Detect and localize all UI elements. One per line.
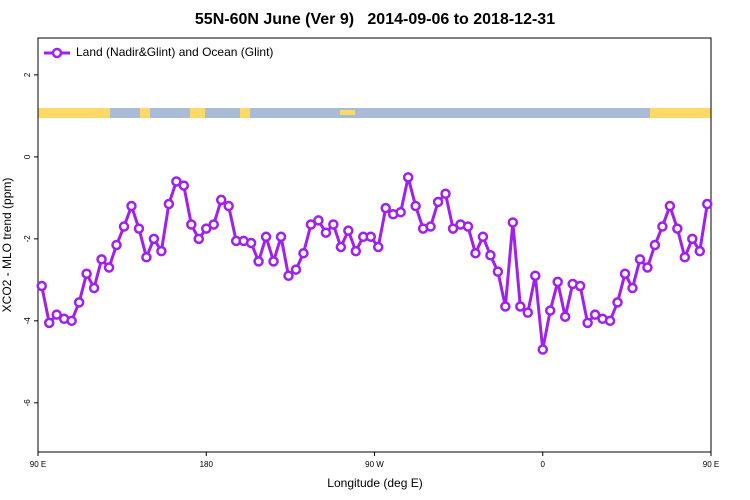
data-point	[320, 227, 332, 238]
data-point	[604, 315, 616, 327]
data-point	[619, 268, 631, 279]
data-point	[649, 239, 661, 251]
data-point	[290, 264, 302, 275]
data-point	[634, 254, 646, 265]
data-point	[313, 215, 324, 226]
data-point	[432, 196, 444, 208]
data-point	[223, 200, 234, 212]
data-point	[425, 221, 436, 232]
data-point	[485, 249, 496, 261]
data-point	[477, 231, 489, 243]
data-point	[163, 198, 175, 210]
data-point	[372, 241, 384, 253]
x-tick-label: 90 W	[365, 460, 384, 469]
data-point	[522, 307, 534, 318]
data-point	[96, 254, 107, 265]
data-point	[103, 262, 115, 273]
data-point	[111, 239, 122, 251]
data-point	[171, 176, 182, 187]
data-point	[664, 200, 676, 212]
data-point	[380, 202, 391, 214]
data-point	[589, 309, 601, 320]
data-point	[574, 280, 586, 292]
data-point	[582, 317, 593, 329]
data-point	[612, 297, 623, 308]
data-point	[694, 245, 706, 257]
data-point	[201, 223, 212, 234]
data-point	[253, 256, 264, 267]
data-point	[343, 225, 354, 236]
data-point	[298, 247, 309, 259]
data-point	[208, 219, 219, 230]
data-point	[470, 247, 481, 259]
y-tick-label: -6	[23, 399, 32, 407]
data-point	[365, 231, 377, 243]
data-point	[402, 172, 414, 183]
data-point	[672, 223, 683, 234]
data-point	[642, 262, 653, 273]
y-tick-label: -2	[23, 235, 32, 243]
data-point	[410, 200, 421, 212]
data-point	[544, 305, 556, 316]
y-tick-label: 2	[23, 72, 32, 77]
data-point	[133, 223, 145, 234]
data-point	[215, 194, 227, 206]
data-point	[462, 221, 474, 232]
data-point	[178, 180, 190, 191]
data-point	[492, 266, 504, 277]
data-point	[88, 282, 100, 294]
data-point	[51, 309, 62, 320]
x-axis-label: Longitude (deg E)	[327, 476, 422, 490]
data-point	[186, 219, 197, 230]
data-point	[260, 231, 272, 243]
x-tick-label: 180	[200, 460, 214, 469]
x-tick-label: 90 E	[703, 460, 719, 469]
data-point	[66, 315, 77, 327]
data-point	[537, 344, 548, 355]
y-tick-label: -4	[23, 317, 32, 325]
data-point	[559, 311, 571, 322]
data-point	[245, 237, 257, 249]
y-tick-label: 0	[23, 154, 32, 159]
data-point	[148, 233, 160, 245]
data-point	[268, 256, 279, 267]
data-point	[193, 233, 205, 245]
data-point	[283, 270, 294, 281]
data-point	[395, 206, 406, 218]
data-point	[702, 198, 713, 210]
data-point	[156, 245, 167, 257]
x-tick-label: 90 E	[30, 460, 46, 469]
data-point	[118, 221, 130, 232]
data-point	[679, 252, 691, 263]
data-point	[43, 317, 55, 329]
data-point	[81, 268, 92, 279]
data-point	[515, 301, 526, 312]
data-point	[335, 241, 347, 253]
data-point	[141, 252, 152, 263]
y-axis-label: XCO2 - MLO trend (ppm)	[0, 178, 14, 313]
data-point	[657, 221, 668, 232]
data-point	[126, 200, 137, 212]
land-ocean-band	[38, 108, 711, 118]
x-tick-label: 0	[541, 460, 546, 469]
data-point	[687, 233, 698, 245]
legend-marker	[51, 47, 63, 59]
data-point	[530, 270, 541, 281]
data-point	[507, 217, 519, 228]
chart-title: 55N-60N June (Ver 9) 2014-09-06 to 2018-…	[195, 11, 555, 28]
data-point	[328, 219, 339, 230]
data-point	[552, 276, 563, 288]
legend-label: Land (Nadir&Glint) and Ocean (Glint)	[76, 45, 273, 59]
data-point	[447, 223, 459, 234]
data-point	[36, 280, 47, 292]
data-point	[275, 231, 287, 243]
data-point	[440, 188, 451, 200]
data-point	[305, 219, 317, 230]
data-point	[627, 282, 638, 294]
data-point	[73, 297, 85, 308]
data-point	[350, 245, 362, 257]
data-point	[500, 301, 511, 312]
